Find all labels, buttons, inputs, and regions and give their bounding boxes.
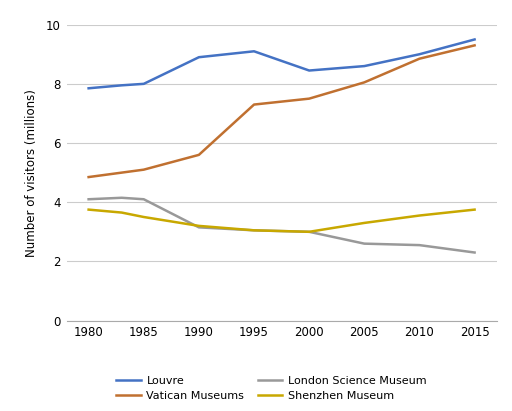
Louvre [361,64,368,69]
Vatican Museums [141,167,147,172]
Line: Louvre: Louvre [89,39,475,88]
Vatican Museums [251,102,257,107]
Shenzhen Museum [416,213,422,218]
Shenzhen Museum [472,207,478,212]
Shenzhen Museum [141,215,147,219]
Louvre [472,37,478,42]
Line: London Science Museum: London Science Museum [89,198,475,252]
Y-axis label: Number of visitors (millions): Number of visitors (millions) [25,89,38,256]
Legend: Louvre, Vatican Museums, London Science Museum, Shenzhen Museum: Louvre, Vatican Museums, London Science … [116,376,426,401]
London Science Museum [196,225,202,230]
Louvre [141,81,147,86]
London Science Museum [361,241,368,246]
Louvre [251,49,257,54]
Louvre [119,83,125,88]
London Science Museum [86,197,92,202]
Louvre [196,55,202,60]
Vatican Museums [472,43,478,48]
Vatican Museums [306,96,312,101]
Shenzhen Museum [251,228,257,233]
Vatican Museums [86,175,92,180]
London Science Museum [119,195,125,200]
Vatican Museums [196,152,202,157]
Line: Shenzhen Museum: Shenzhen Museum [89,210,475,232]
Shenzhen Museum [119,210,125,215]
Louvre [306,68,312,73]
Louvre [416,52,422,57]
Shenzhen Museum [306,229,312,234]
Vatican Museums [416,56,422,61]
London Science Museum [251,228,257,233]
London Science Museum [416,242,422,247]
Louvre [86,86,92,91]
London Science Museum [141,197,147,202]
Vatican Museums [361,80,368,85]
Line: Vatican Museums: Vatican Museums [89,45,475,177]
Shenzhen Museum [361,220,368,225]
Shenzhen Museum [196,224,202,229]
London Science Museum [472,250,478,255]
Shenzhen Museum [86,207,92,212]
Vatican Museums [119,170,125,175]
London Science Museum [306,229,312,234]
